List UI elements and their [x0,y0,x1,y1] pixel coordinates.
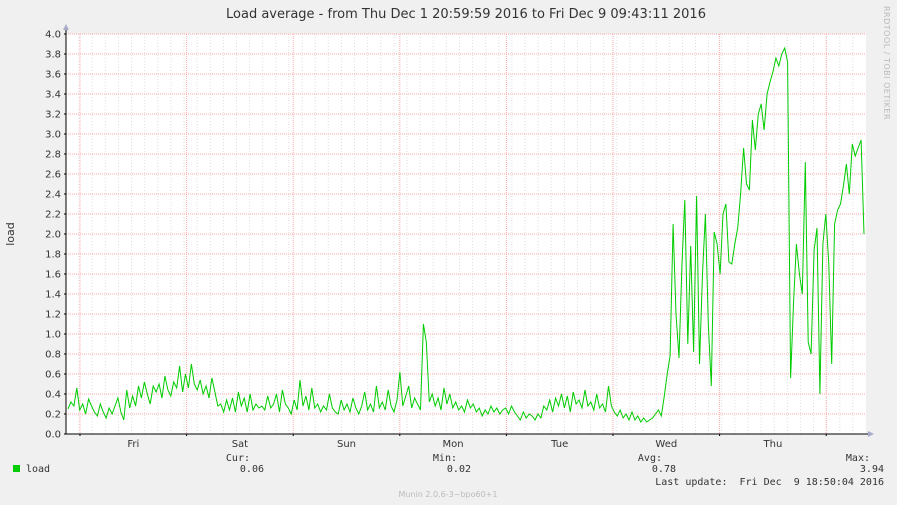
x-tick-label: Thu [763,439,783,450]
legend-avg-value: 0.78 [652,464,676,475]
y-tick-label: 1.0 [45,330,61,341]
x-tick-label: Tue [550,439,568,450]
y-tick-label: 2.6 [45,170,61,181]
y-tick-label: 0.0 [45,430,61,441]
y-axis-label: load [4,222,17,246]
footer-version: Munin 2.0.6-3~bpo60+1 [399,490,498,499]
y-tick-label: 0.8 [45,350,61,361]
legend-cur-value: 0.06 [240,464,264,475]
series-line-load [67,46,865,423]
y-tick-label: 4.0 [45,30,61,41]
x-axis-arrow [868,431,874,437]
y-tick-label: 3.8 [45,50,61,61]
last-update: Last update: Fri Dec 9 18:50:04 2016 [655,477,884,488]
x-tick-label: Wed [655,439,677,450]
y-tick-label: 1.4 [45,290,61,301]
y-tick-label: 2.2 [45,210,61,221]
grid [66,33,866,434]
x-tick-label: Fri [127,439,139,450]
legend-max-value: 3.94 [860,464,884,475]
legend-swatch-load [13,465,20,472]
y-tick-label: 3.2 [45,110,61,121]
y-tick-label: 0.4 [45,390,61,401]
y-tick-label: 3.0 [45,130,61,141]
y-tick-label: 2.4 [45,190,61,201]
chart-title: Load average - from Thu Dec 1 20:59:59 2… [226,7,706,22]
legend-min-value: 0.02 [447,464,471,475]
y-tick-label: 2.0 [45,230,61,241]
y-axis-arrow [63,24,69,30]
legend-series-name: load [26,464,50,475]
x-axis: Fri Sat Sun Mon Tue Wed Thu [79,434,827,450]
side-watermark: RRDTOOL / TOBI OETIKER [882,6,891,120]
y-tick-label: 1.8 [45,250,61,261]
y-tick-label: 3.4 [45,90,61,101]
y-tick-label: 1.2 [45,310,61,321]
x-tick-label: Mon [443,439,464,450]
legend-min-label: Min: [433,453,457,464]
legend-cur-label: Cur: [226,453,250,464]
legend-avg-label: Avg: [638,453,662,464]
legend-max-label: Max: [846,453,870,464]
y-tick-label: 0.6 [45,370,61,381]
y-tick-label: 3.6 [45,70,61,81]
y-tick-label: 1.6 [45,270,61,281]
x-tick-label: Sun [337,439,356,450]
y-axis: 0.0 0.2 0.4 0.6 0.8 1.0 1.2 1.4 1.6 1.8 2.0 2.2 2.4 2… [45,30,66,441]
x-tick-label: Sat [232,439,248,450]
y-tick-label: 0.2 [45,410,61,421]
y-tick-label: 2.8 [45,150,61,161]
